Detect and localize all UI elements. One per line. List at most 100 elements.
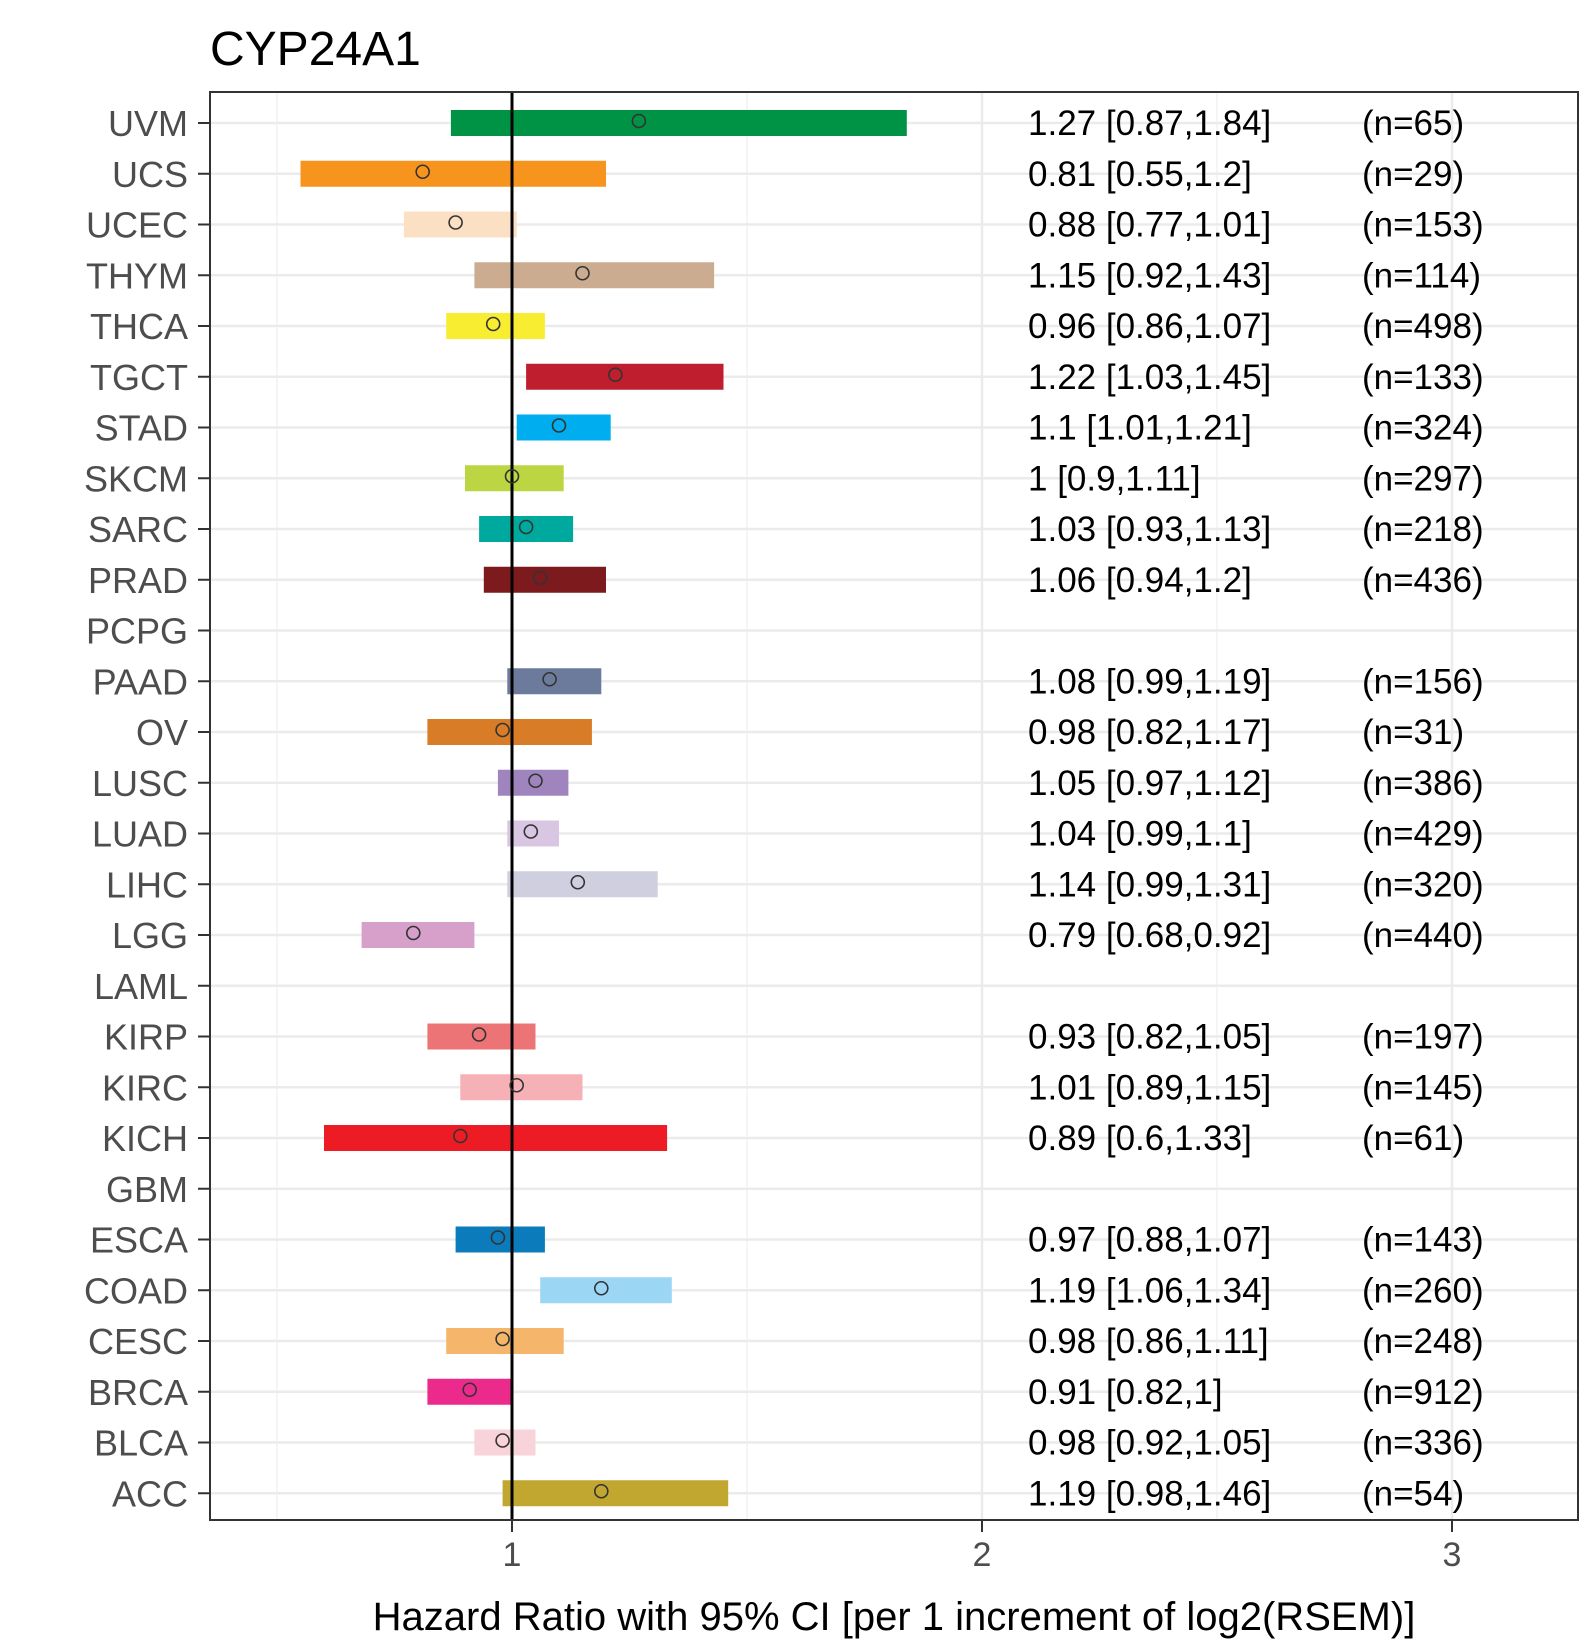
y-tick-label: CESC — [88, 1321, 188, 1362]
ci-bar — [507, 668, 602, 695]
n-label: (n=429) — [1362, 815, 1484, 854]
ci-bar — [483, 566, 606, 593]
hr-point — [495, 1433, 510, 1448]
n-label: (n=54) — [1362, 1474, 1464, 1513]
hr-point — [448, 215, 463, 230]
hr-point — [452, 1128, 468, 1144]
y-tick-label: KIRC — [102, 1067, 188, 1108]
hr-point — [415, 164, 431, 180]
ci-bar — [446, 313, 545, 339]
estimate-label: 0.88 [0.77,1.01] — [1028, 206, 1271, 245]
points-layer — [405, 113, 647, 1499]
y-tick-label: BLCA — [94, 1423, 188, 1464]
estimate-label: 1.15 [0.92,1.43] — [1028, 256, 1271, 295]
hr-point — [495, 1331, 510, 1347]
y-tick-label: SKCM — [84, 458, 188, 499]
estimate-label: 1.06 [0.94,1.2] — [1028, 561, 1252, 600]
hr-point — [518, 519, 534, 535]
n-label: (n=912) — [1362, 1373, 1484, 1412]
estimate-label: 1.03 [0.93,1.13] — [1028, 510, 1271, 549]
n-label: (n=440) — [1362, 916, 1484, 955]
estimate-text-layer: 1.27 [0.87,1.84] (n=65) 0.81 [0.55,1.2] (n=… — [1028, 104, 1484, 1513]
estimate-label: 1.19 [1.06,1.34] — [1028, 1271, 1271, 1310]
y-tick-label: KIRP — [104, 1017, 188, 1058]
ci-bar — [526, 363, 724, 390]
hr-point — [471, 1027, 487, 1042]
y-tick-label: UCEC — [86, 205, 188, 246]
y-tick-label: COAD — [84, 1270, 188, 1311]
hr-point — [405, 925, 421, 941]
hr-point — [523, 824, 539, 839]
hr-point — [593, 1483, 609, 1499]
estimate-label: 1.1 [1.01,1.21] — [1028, 409, 1252, 448]
ci-bar — [403, 211, 517, 238]
y-tick-label: ESCA — [90, 1220, 188, 1261]
ci-bar — [361, 922, 475, 948]
estimate-label: 0.96 [0.86,1.07] — [1028, 307, 1271, 346]
n-label: (n=336) — [1362, 1424, 1484, 1463]
n-label: (n=498) — [1362, 307, 1484, 346]
y-tick-label: LGG — [112, 915, 188, 956]
x-tick-label: 2 — [973, 1536, 992, 1574]
ci-bar — [474, 262, 715, 289]
hr-point — [490, 1230, 506, 1245]
ci-bar — [460, 1074, 583, 1101]
n-label: (n=31) — [1362, 713, 1464, 752]
y-tick-label: LAML — [94, 966, 188, 1007]
ci-bar — [455, 1226, 545, 1253]
estimate-label: 0.79 [0.68,0.92] — [1028, 916, 1271, 955]
y-tick-label: LIHC — [106, 864, 188, 905]
n-label: (n=386) — [1362, 764, 1484, 803]
estimate-label: 1.04 [0.99,1.1] — [1028, 815, 1252, 854]
hr-point — [608, 367, 623, 383]
y-tick-label: TGCT — [90, 357, 188, 398]
n-label: (n=61) — [1362, 1119, 1464, 1158]
plot-panel-border — [209, 91, 1579, 1521]
x-axis-label: Hazard Ratio with 95% CI [per 1 incremen… — [373, 1595, 1416, 1639]
n-label: (n=153) — [1362, 206, 1484, 245]
hr-point — [528, 773, 543, 789]
hr-point — [631, 113, 647, 129]
ci-bar — [507, 820, 559, 847]
ci-bar — [497, 769, 569, 796]
y-tick-label: THYM — [86, 255, 188, 296]
y-tick-label: PCPG — [86, 611, 188, 652]
x-tick-label: 3 — [1443, 1536, 1462, 1574]
estimate-label: 0.98 [0.92,1.05] — [1028, 1424, 1271, 1463]
y-tick-label: GBM — [106, 1169, 188, 1210]
estimate-label: 1 [0.9,1.11] — [1028, 459, 1201, 498]
y-tick-label: PRAD — [88, 560, 188, 601]
n-label: (n=145) — [1362, 1068, 1484, 1107]
y-tick-label: PAAD — [93, 661, 188, 702]
y-tick-label: STAD — [95, 408, 188, 449]
hr-point — [570, 874, 586, 890]
estimate-label: 1.14 [0.99,1.31] — [1028, 865, 1271, 904]
estimate-label: 1.05 [0.97,1.12] — [1028, 764, 1271, 803]
estimate-label: 1.27 [0.87,1.84] — [1028, 104, 1271, 143]
hr-point — [542, 671, 557, 687]
bars-layer — [300, 110, 907, 1507]
n-label: (n=156) — [1362, 662, 1484, 701]
y-tick-label: THCA — [90, 306, 188, 347]
n-label: (n=197) — [1362, 1018, 1484, 1057]
n-label: (n=133) — [1362, 358, 1484, 397]
ci-bar — [474, 1429, 536, 1456]
estimate-label: 1.19 [0.98,1.46] — [1028, 1474, 1271, 1513]
estimate-label: 0.97 [0.88,1.07] — [1028, 1221, 1271, 1260]
y-tick-label: ACC — [112, 1473, 188, 1514]
n-label: (n=218) — [1362, 510, 1484, 549]
x-axis: 1 2 3 — [503, 1520, 1462, 1574]
hr-point — [551, 418, 567, 433]
estimate-label: 0.93 [0.82,1.05] — [1028, 1018, 1271, 1057]
ci-bar — [300, 160, 606, 187]
ci-bar — [502, 1480, 729, 1507]
y-tick-label: OV — [136, 712, 188, 753]
y-tick-label: LUAD — [92, 814, 188, 855]
estimate-label: 0.89 [0.6,1.33] — [1028, 1119, 1252, 1158]
hr-point — [485, 316, 501, 332]
n-label: (n=260) — [1362, 1271, 1484, 1310]
n-label: (n=114) — [1362, 256, 1481, 295]
ci-bar — [516, 414, 611, 441]
